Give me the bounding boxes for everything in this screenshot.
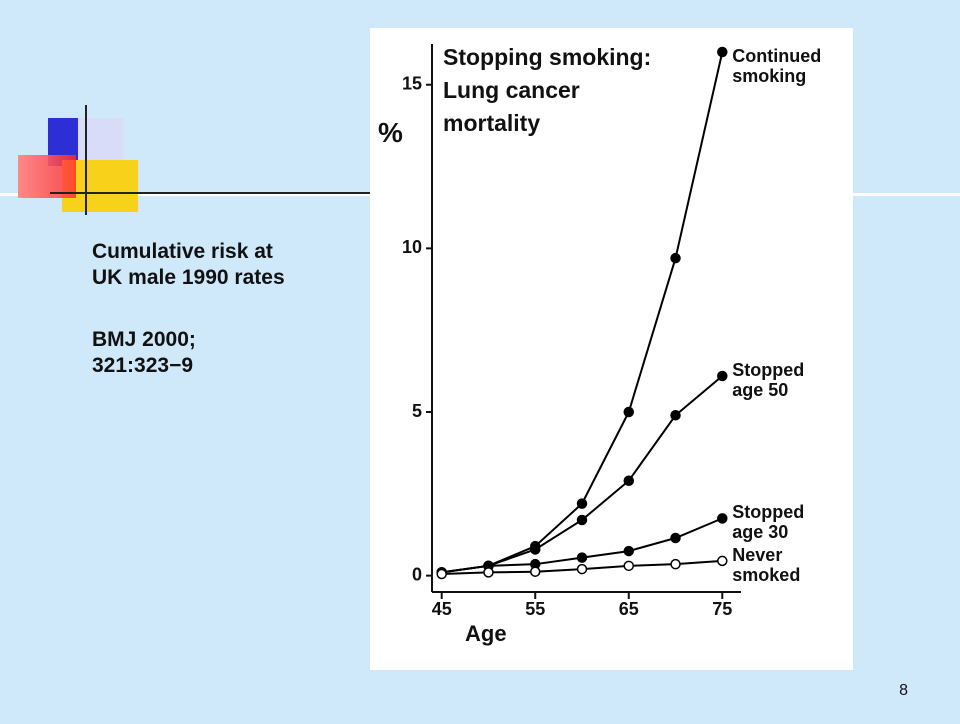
data-point: [576, 552, 588, 563]
y-tick-label: 0: [412, 564, 422, 584]
data-point: [529, 566, 541, 577]
x-tick-label: 65: [619, 599, 639, 619]
chart-panel: 0 5 10 15 45 55 65 75 Stopping smoking: Lung ca…: [370, 28, 853, 670]
x-tick-label: 55: [525, 599, 545, 619]
data-point: [529, 544, 541, 555]
data-point: [576, 498, 588, 509]
page-number: 8: [899, 682, 908, 699]
series-label: Continued smoking: [732, 46, 822, 86]
data-point: [623, 560, 635, 572]
data-point: [670, 252, 681, 264]
series-label: Stopped age 50: [732, 360, 805, 400]
data-point: [670, 410, 681, 421]
x-tick-label: 45: [432, 599, 452, 619]
data-point: [576, 563, 588, 575]
data-point: [717, 46, 728, 58]
y-axis-label: %: [378, 117, 403, 148]
data-point: [576, 514, 588, 526]
data-point: [623, 475, 635, 486]
source: BMJ 2000; 321:323−9: [92, 328, 196, 377]
chart: 0 5 10 15 45 55 65 75: [402, 44, 741, 619]
y-tick-label: 5: [412, 401, 422, 421]
series-label: Stopped age 30: [732, 502, 805, 543]
data-point: [670, 558, 681, 570]
series-line: [441, 375, 723, 574]
series-label: Never smoked: [732, 544, 801, 585]
data-point: [623, 406, 635, 418]
data-point: [717, 513, 728, 524]
data-point: [670, 532, 681, 544]
data-point: [717, 370, 728, 382]
data-point: [483, 567, 494, 578]
data-point: [717, 555, 728, 567]
data-point: [623, 545, 635, 557]
caption: Cumulative risk at UK male 1990 rates: [92, 240, 285, 289]
x-axis-label: Age: [465, 621, 507, 646]
y-tick-label: 10: [402, 237, 422, 257]
data-point: [436, 568, 447, 580]
chart-title: Stopping smoking: Lung cancer mortality: [443, 44, 652, 136]
y-tick-label: 15: [402, 73, 422, 93]
x-tick-label: 75: [712, 599, 732, 619]
